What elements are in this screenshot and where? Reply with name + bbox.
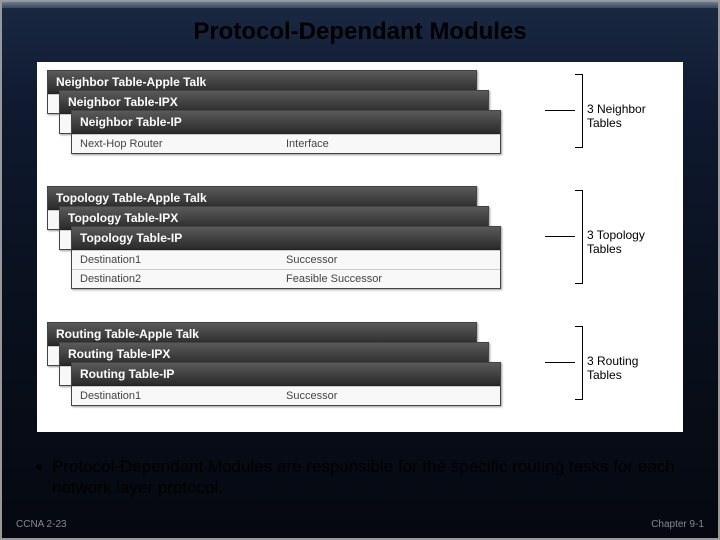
cell: Successor [286, 254, 492, 266]
title-text: Protocol-Dependant Modules [193, 18, 526, 45]
bullet-text: Protocol-Dependant Modules are responsib… [52, 456, 690, 499]
bracket [575, 190, 583, 284]
group-label-neighbor: 3 Neighbor Tables [587, 102, 675, 130]
cell: Next-Hop Router [80, 138, 286, 150]
bullet-panel: Protocol-Dependant Modules are responsib… [22, 450, 698, 505]
diagram-area: Neighbor Table-Apple Talk Neighbor Table… [37, 62, 683, 432]
cell: Destination1 [80, 254, 286, 266]
bracket [575, 326, 583, 400]
group-label-topology: 3 Topology Tables [587, 228, 675, 256]
bullet-bold: Protocol-Dependant Modules [52, 457, 272, 476]
neighbor-table-ip: Neighbor Table-IP Next-Hop Router Interf… [71, 110, 501, 154]
cell: Destination2 [80, 273, 286, 285]
footer: CCNA 2-23 Chapter 9-1 [2, 519, 718, 530]
routing-table-ip: Routing Table-IP Destination1 Successor [71, 362, 501, 406]
table-row: Destination1 Successor [72, 250, 500, 269]
bracket-stem [545, 362, 575, 363]
cell: Interface [286, 138, 492, 150]
group-label-routing: 3 Routing Tables [587, 354, 675, 382]
slide-title: Protocol-Dependant Modules [2, 8, 718, 54]
table-row: Destination1 Successor [72, 386, 500, 405]
cell: Feasible Successor [286, 273, 492, 285]
table-row: Next-Hop Router Interface [72, 134, 500, 153]
topology-table-ip: Topology Table-IP Destination1 Successor… [71, 226, 501, 289]
bracket [575, 74, 583, 148]
bullet-line: Protocol-Dependant Modules are responsib… [30, 456, 690, 499]
neighbor-group: Neighbor Table-Apple Talk Neighbor Table… [47, 70, 673, 178]
cell: Successor [286, 390, 492, 402]
table-header: Neighbor Table-IP [72, 111, 500, 134]
topology-group: Topology Table-Apple Talk Topology Table… [47, 186, 673, 314]
routing-group: Routing Table-Apple Talk Routing Table-I… [47, 322, 673, 430]
bullet-icon [36, 464, 42, 470]
table-header: Topology Table-IP [72, 227, 500, 250]
bracket-stem [545, 236, 575, 237]
table-header: Routing Table-IP [72, 363, 500, 386]
bracket-stem [545, 110, 575, 111]
footer-right: Chapter 9-1 [651, 519, 704, 530]
footer-left: CCNA 2-23 [16, 519, 67, 530]
table-row: Destination2 Feasible Successor [72, 269, 500, 288]
cell: Destination1 [80, 390, 286, 402]
slide: Protocol-Dependant Modules Neighbor Tabl… [0, 0, 720, 540]
